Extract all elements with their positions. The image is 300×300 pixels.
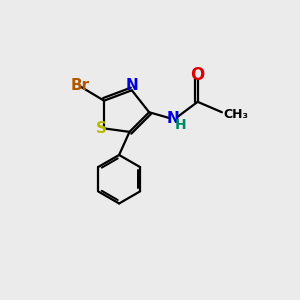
Text: S: S (96, 121, 107, 136)
Text: Br: Br (70, 78, 89, 93)
Text: N: N (125, 78, 138, 93)
Text: CH₃: CH₃ (223, 108, 248, 121)
Text: N: N (167, 110, 180, 125)
Text: O: O (190, 66, 205, 84)
Text: H: H (175, 118, 186, 132)
